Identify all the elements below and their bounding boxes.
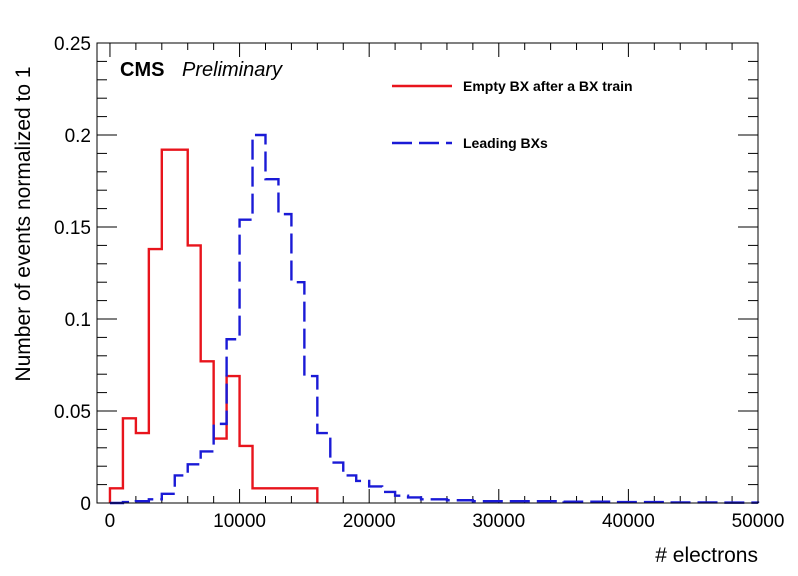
x-tick-label: 50000 <box>732 511 785 532</box>
x-tick-label: 20000 <box>343 511 396 532</box>
cms-label: CMS <box>120 59 164 81</box>
y-tick-label: 0.05 <box>54 402 91 423</box>
legend: Empty BX after a BX train Leading BXs <box>392 78 633 151</box>
x-tick-label: 30000 <box>472 511 525 532</box>
x-tick-label: 0 <box>105 511 116 532</box>
plot-frame <box>96 42 759 504</box>
y-tick-label: 0.2 <box>65 126 91 147</box>
y-tick-label: 0.1 <box>65 310 91 331</box>
legend-label-empty-bx: Empty BX after a BX train <box>463 78 633 94</box>
y-axis-title: Number of events normalized to 1 <box>12 66 35 381</box>
x-tick-label: 40000 <box>602 511 655 532</box>
legend-label-leading-bx: Leading BXs <box>463 135 548 151</box>
axis-ticks <box>97 42 759 504</box>
x-tick-label: 10000 <box>213 511 266 532</box>
preliminary-label: Preliminary <box>182 59 283 81</box>
series-empty-bx-histogram <box>108 148 319 503</box>
tick-labels: 0 10000 20000 30000 40000 50000 0 0.05 0.1 0.15 0.… <box>54 34 784 532</box>
y-tick-label: 0 <box>80 494 91 515</box>
series-leading-bx-histogram <box>109 133 760 505</box>
series-layer <box>108 133 760 505</box>
y-tick-label: 0.25 <box>54 34 91 55</box>
x-axis-title: # electrons <box>655 544 758 567</box>
y-tick-label: 0.15 <box>54 218 91 239</box>
